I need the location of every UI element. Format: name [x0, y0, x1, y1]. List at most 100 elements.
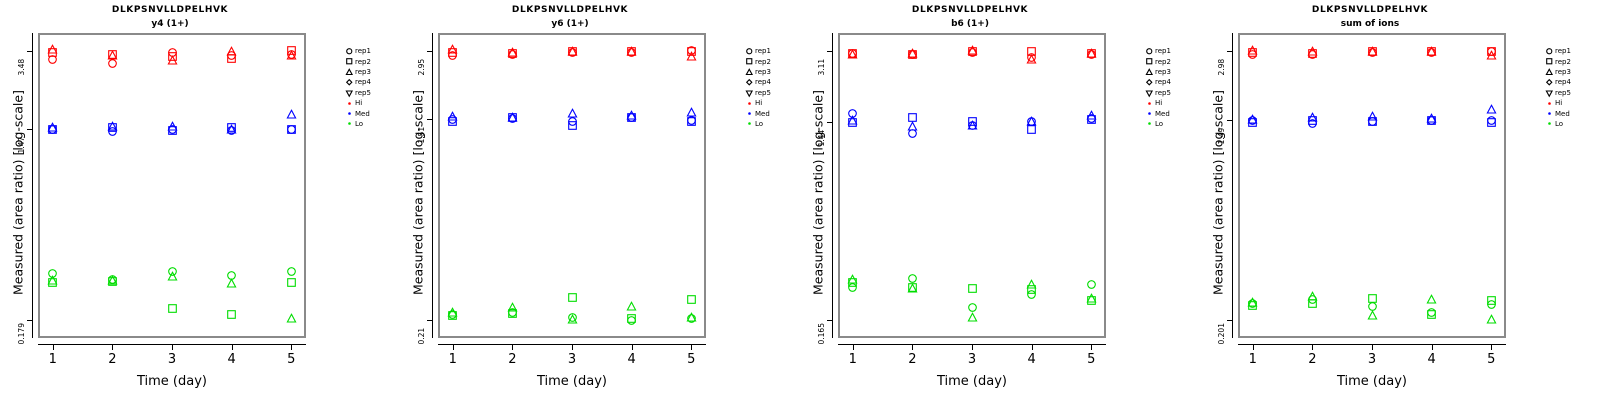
- data-point: [1307, 112, 1318, 122]
- data-point: [567, 117, 577, 127]
- y-tick-mark: [27, 51, 33, 52]
- chart-panel: DLKPSNVLLDPELHVK sum of ions 2.98 1.49 0.201…: [1200, 0, 1600, 400]
- x-tick-mark: [1312, 344, 1314, 350]
- y-tick-label: 0.21: [417, 327, 426, 345]
- legend-item: Lo: [1144, 119, 1200, 129]
- y-tick-mark: [427, 320, 433, 321]
- x-axis-label: Time (day): [1336, 374, 1407, 389]
- legend-item: Hi: [1544, 98, 1600, 108]
- data-point: [908, 129, 917, 139]
- x-tick-label: 1: [1248, 352, 1257, 367]
- data-point: [48, 268, 58, 278]
- data-point: [1086, 280, 1096, 289]
- data-point: [686, 106, 697, 117]
- legend-label: Med: [755, 109, 770, 118]
- data-point: [226, 46, 237, 56]
- data-point: [1027, 289, 1036, 299]
- data-point: [167, 303, 177, 313]
- legend: rep1 rep2 rep3 rep4 rep5 Hi Med Lo: [1544, 46, 1600, 129]
- y-axis-line: [1232, 33, 1233, 338]
- data-point: [627, 47, 636, 57]
- legend-label: rep3: [755, 67, 771, 76]
- x-tick-label: 2: [1308, 352, 1317, 367]
- x-tick-mark: [572, 344, 573, 350]
- data-point: [1026, 116, 1037, 126]
- data-point: [847, 115, 858, 125]
- data-point: [1308, 119, 1317, 128]
- x-tick-label: 3: [567, 352, 577, 367]
- data-point: [1486, 46, 1496, 56]
- legend-item: Med: [344, 108, 400, 118]
- legend-label: rep5: [1555, 88, 1571, 97]
- data-point: [627, 313, 636, 323]
- data-point: [908, 274, 917, 284]
- data-point: [848, 283, 858, 293]
- x-tick-label: 3: [167, 352, 177, 367]
- data-point: [686, 295, 696, 305]
- x-axis-label: Time (day): [936, 374, 1007, 389]
- legend-item: rep2: [1144, 56, 1200, 66]
- data-point: [1086, 48, 1097, 59]
- data-point: [627, 113, 636, 123]
- data-point: [48, 125, 58, 135]
- x-tick-mark: [1491, 344, 1493, 350]
- legend-label: Med: [355, 109, 370, 118]
- legend-label: rep1: [1155, 47, 1171, 56]
- data-point: [1086, 110, 1097, 121]
- data-point: [567, 48, 577, 57]
- y-tick-mark: [427, 119, 433, 121]
- plot-frame: [438, 33, 706, 338]
- x-tick-label: 4: [227, 352, 236, 367]
- data-point: [507, 301, 518, 312]
- data-point: [908, 50, 917, 60]
- data-point: [447, 44, 458, 54]
- data-point: [1426, 45, 1437, 56]
- data-point: [1367, 302, 1377, 312]
- x-tick-mark: [231, 344, 233, 350]
- dot-icon: [744, 109, 755, 119]
- legend-label: rep1: [755, 47, 771, 56]
- data-point: [1247, 296, 1258, 307]
- data-point: [1086, 293, 1097, 303]
- data-point: [966, 44, 978, 55]
- data-point: [566, 46, 578, 56]
- data-point: [508, 113, 517, 123]
- data-point-layer: [438, 33, 706, 338]
- data-point: [1486, 103, 1497, 114]
- data-point: [286, 50, 296, 60]
- data-point: [1427, 115, 1436, 125]
- data-point: [507, 111, 518, 122]
- x-tick-label: 4: [627, 352, 636, 367]
- data-point: [1027, 117, 1036, 126]
- data-point: [1086, 114, 1096, 124]
- data-point: [686, 45, 696, 55]
- data-point: [48, 47, 58, 57]
- data-point: [448, 117, 458, 127]
- data-point: [967, 48, 977, 57]
- data-point: [1247, 114, 1258, 124]
- data-point: [48, 54, 58, 64]
- x-tick-mark: [52, 344, 54, 350]
- chart-panel: DLKPSNVLLDPELHVK y4 (1+) 3.48 1.47 0.179 Meas…: [0, 0, 400, 400]
- data-point: [47, 121, 58, 132]
- data-point: [1086, 114, 1096, 123]
- y-tick-mark: [427, 51, 433, 52]
- dot-icon: [1144, 98, 1155, 108]
- data-point: [848, 49, 858, 59]
- data-point: [626, 301, 637, 311]
- y-tick-mark: [1227, 51, 1233, 52]
- data-point: [226, 278, 237, 288]
- legend-item: rep4: [1544, 77, 1600, 87]
- diamond-icon: [1544, 77, 1555, 87]
- x-tick-mark: [852, 344, 854, 350]
- data-point: [1427, 48, 1436, 58]
- x-tick-label: 5: [1487, 352, 1496, 367]
- data-point: [108, 59, 117, 68]
- panel-subtitle-transition: b6 (1+): [951, 19, 989, 29]
- legend-label: rep2: [755, 57, 771, 66]
- y-tick-label: 2.98: [1217, 58, 1226, 76]
- data-point: [1366, 46, 1378, 56]
- y-axis-label: Measured (area ratio) [log-scale]: [810, 90, 826, 295]
- data-point: [1486, 50, 1497, 60]
- data-point: [48, 277, 58, 287]
